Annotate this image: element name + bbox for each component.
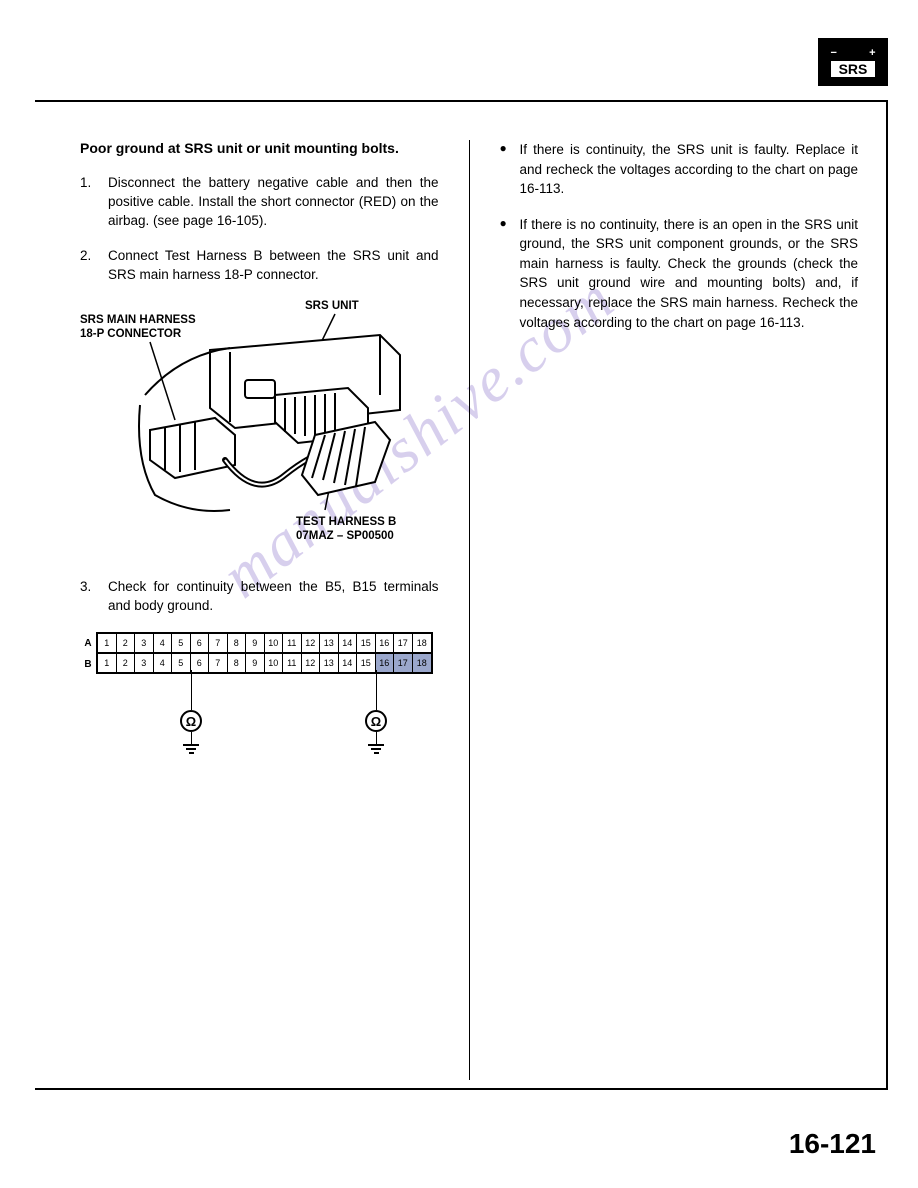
pin-cell: 12 — [302, 634, 321, 652]
srs-unit-diagram: SRS UNIT SRS MAIN HARNESS 18-P CONNECTOR… — [80, 300, 439, 560]
badge-text: SRS — [831, 61, 876, 77]
pin-cell: 11 — [283, 634, 302, 652]
pin-cell: 12 — [302, 654, 321, 672]
pin-cell: 3 — [135, 654, 154, 672]
pin-cell: 1 — [98, 634, 117, 652]
pin-cell: 2 — [117, 634, 136, 652]
srs-badge: − + SRS — [818, 38, 888, 86]
pin-cell: 10 — [265, 634, 284, 652]
bullet-dot: ● — [500, 140, 520, 199]
pin-cell: 18 — [413, 634, 432, 652]
row-label-a: A — [80, 638, 96, 649]
pin-cell: 15 — [357, 634, 376, 652]
label-srs-unit: SRS UNIT — [305, 300, 359, 314]
page-number: 16-121 — [789, 1128, 876, 1160]
pin-cell: 17 — [394, 654, 413, 672]
pin-cell: 13 — [320, 634, 339, 652]
badge-plus: + — [869, 47, 875, 59]
pin-cell: 9 — [246, 634, 265, 652]
bullet-text: If there is no continuity, there is an o… — [520, 215, 859, 332]
step-3: 3. Check for continuity between the B5, … — [80, 578, 439, 616]
pin-cell: 11 — [283, 654, 302, 672]
pin-cell: 5 — [172, 634, 191, 652]
pin-cell: 8 — [228, 654, 247, 672]
row-label-b: B — [80, 659, 96, 670]
section-heading: Poor ground at SRS unit or unit mounting… — [80, 140, 439, 156]
bullet-text: If there is continuity, the SRS unit is … — [520, 140, 859, 199]
step-1: 1. Disconnect the battery negative cable… — [80, 174, 439, 231]
step-text: Check for continuity between the B5, B15… — [108, 578, 439, 616]
step-number: 1. — [80, 174, 108, 231]
pin-cell: 8 — [228, 634, 247, 652]
pin-cell: 6 — [191, 634, 210, 652]
pin-cell: 4 — [154, 634, 173, 652]
content: Poor ground at SRS unit or unit mounting… — [80, 140, 858, 1080]
pin-cell: 7 — [209, 654, 228, 672]
bullet-2: ● If there is no continuity, there is an… — [500, 215, 859, 332]
step-text: Connect Test Harness B between the SRS u… — [108, 247, 439, 285]
label-harness-line1: SRS MAIN HARNESS — [80, 314, 196, 328]
pin-cell: 17 — [394, 634, 413, 652]
ground-symbol-right: Ω — [365, 670, 387, 754]
pin-cell: 13 — [320, 654, 339, 672]
ground-symbol-left: Ω — [180, 670, 202, 754]
pin-cell: 18 — [413, 654, 432, 672]
label-harness-line2: 18-P CONNECTOR — [80, 328, 196, 342]
step-text: Disconnect the battery negative cable an… — [108, 174, 439, 231]
pin-cell: 7 — [209, 634, 228, 652]
step-2: 2. Connect Test Harness B between the SR… — [80, 247, 439, 285]
bullet-dot: ● — [500, 215, 520, 332]
step-number: 3. — [80, 578, 108, 616]
column-divider — [469, 140, 470, 1080]
pin-cell: 1 — [98, 654, 117, 672]
right-column: ● If there is continuity, the SRS unit i… — [500, 140, 859, 1080]
pin-cell: 9 — [246, 654, 265, 672]
pin-table: A 123456789101112131415161718 B 12345678… — [80, 632, 439, 674]
step-number: 2. — [80, 247, 108, 285]
badge-minus: − — [831, 47, 837, 59]
pin-cell: 16 — [376, 634, 395, 652]
label-test-harness-line2: 07MAZ – SP00500 — [296, 530, 396, 544]
pin-cell: 10 — [265, 654, 284, 672]
pin-cell: 3 — [135, 634, 154, 652]
pin-cell: 2 — [117, 654, 136, 672]
label-test-harness-line1: TEST HARNESS B — [296, 516, 396, 530]
bullet-1: ● If there is continuity, the SRS unit i… — [500, 140, 859, 199]
pin-row-a: A 123456789101112131415161718 — [80, 632, 439, 654]
pin-cell: 14 — [339, 654, 358, 672]
pin-cell: 4 — [154, 654, 173, 672]
left-column: Poor ground at SRS unit or unit mounting… — [80, 140, 439, 1080]
pin-cell: 14 — [339, 634, 358, 652]
